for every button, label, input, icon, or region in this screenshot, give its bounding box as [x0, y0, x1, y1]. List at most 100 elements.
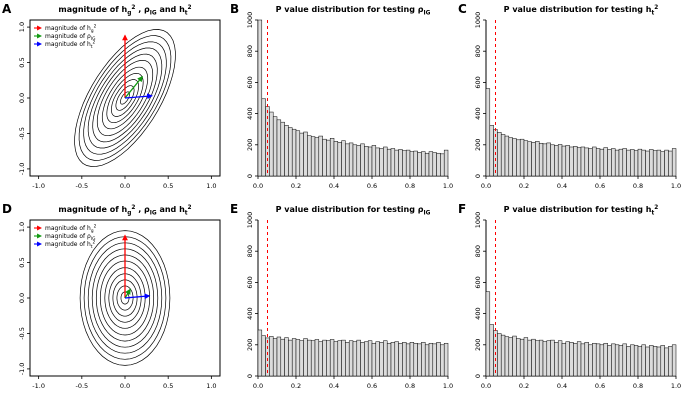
contour-line [99, 260, 151, 336]
histogram-bar [527, 141, 532, 177]
histogram-bar [633, 150, 639, 177]
histogram-bar [398, 149, 403, 177]
histogram-bar [428, 151, 434, 177]
histogram-bar [561, 342, 567, 377]
histogram-bar [660, 151, 665, 177]
histogram-bar [599, 148, 605, 177]
histogram-bar [352, 341, 358, 377]
histogram-bar [333, 341, 339, 377]
histogram-bar [485, 88, 491, 177]
histogram-bar [538, 339, 544, 377]
histogram-bar [424, 344, 430, 377]
contour-line [108, 273, 142, 323]
axis-ticks: 0.0 0.2 0.4 0.6 0.8 1.0 0 200 400 600 800 1000 [474, 212, 681, 390]
panel-title: magnitude of hg2 , ρIG and ht2 [58, 205, 191, 216]
panel-e: E P value distribution for testing ρIG 0.0… [228, 200, 456, 400]
histogram-bar [314, 137, 320, 177]
histogram-bar [352, 144, 358, 177]
contour-line [78, 35, 172, 161]
histogram-bar [440, 344, 445, 377]
y-tick-label: 200 [246, 339, 254, 351]
axis-ticks: -1.0 -0.5 0.0 0.5 1.0 -1.0 -0.5 0.0 0.5 1.0 [18, 222, 217, 390]
histogram-bar [348, 340, 354, 377]
contour-line [79, 230, 171, 366]
histogram-bar [337, 142, 342, 177]
histogram-bar [557, 144, 563, 177]
histogram-bar [588, 148, 593, 177]
y-tick-label: 400 [246, 307, 254, 319]
arrow-magnitude-of-rhoIG [124, 75, 144, 99]
legend-label: magnitude of ht2 [45, 240, 96, 250]
histogram-bars [485, 88, 677, 177]
x-tick-label: 0.0 [253, 182, 263, 190]
histogram-bar [390, 342, 396, 377]
histogram-bar [398, 342, 403, 377]
contour-line [96, 59, 154, 137]
x-tick-label: -1.0 [32, 182, 45, 190]
y-tick-label: -0.5 [18, 127, 26, 140]
histogram-bar [531, 142, 536, 177]
histogram-bar [645, 346, 650, 377]
histogram-bar [576, 147, 582, 177]
histogram-bar [367, 146, 373, 177]
y-tick-label: -1.0 [18, 363, 26, 376]
histogram-bar [500, 334, 506, 377]
histogram-bar [500, 134, 506, 177]
panel-title: magnitude of hg2 , ρIG and ht2 [58, 5, 191, 16]
y-tick-label: 1.0 [18, 222, 26, 232]
histogram-bar [261, 98, 266, 177]
histogram-bar [546, 340, 551, 377]
y-tick-label: 600 [474, 276, 482, 288]
histogram-bar [318, 135, 323, 177]
histogram-bar [614, 344, 620, 377]
histogram-bar [329, 137, 335, 177]
contour-line [101, 66, 149, 130]
panel-e-plot: E P value distribution for testing ρIG 0.0… [230, 202, 453, 390]
histogram-bar [284, 125, 289, 177]
histogram-bars [257, 19, 449, 177]
histogram-bar [272, 116, 278, 177]
y-tick-label: 400 [474, 307, 482, 319]
x-tick-label: 0.2 [291, 182, 301, 190]
histogram-bar [664, 347, 669, 377]
y-tick-label: 600 [474, 76, 482, 88]
y-tick-label: 0.0 [18, 93, 26, 103]
histogram-bar [603, 342, 608, 377]
histogram-bar [307, 135, 312, 177]
y-tick-label: 800 [246, 245, 254, 257]
y-tick-label: 800 [474, 45, 482, 57]
histogram-bar [614, 149, 620, 177]
histogram-bar [641, 344, 646, 377]
histogram-bar [269, 111, 274, 177]
histogram-bar [645, 150, 650, 177]
histogram-bar [573, 146, 578, 177]
histogram-bar [409, 151, 415, 177]
histogram-bar [656, 346, 662, 377]
legend-label: magnitude of ρIG [45, 233, 95, 242]
histogram-bar [280, 338, 285, 377]
histogram-bar [508, 337, 513, 377]
contour-line [120, 91, 130, 105]
x-tick-label: 1.0 [443, 382, 453, 390]
histogram-bar [519, 138, 525, 177]
histogram-bar [440, 153, 445, 177]
histogram-bar [618, 345, 624, 377]
panel-letter: F [458, 202, 466, 216]
contour-line [91, 248, 159, 348]
histogram-bar [356, 145, 361, 177]
histogram-bar [626, 346, 631, 377]
histogram-bar [565, 145, 570, 177]
x-tick-label: 0.8 [405, 182, 415, 190]
histogram-bar [436, 342, 441, 377]
histogram-bar [360, 342, 365, 377]
histogram-bar [432, 152, 437, 177]
histogram-bar [652, 346, 658, 377]
x-tick-label: 0.0 [120, 382, 130, 390]
panel-letter: D [2, 202, 12, 216]
histogram-bar [428, 342, 434, 377]
histogram-bar [633, 345, 639, 377]
histogram-bar [413, 150, 418, 177]
histogram-bar [599, 344, 605, 377]
